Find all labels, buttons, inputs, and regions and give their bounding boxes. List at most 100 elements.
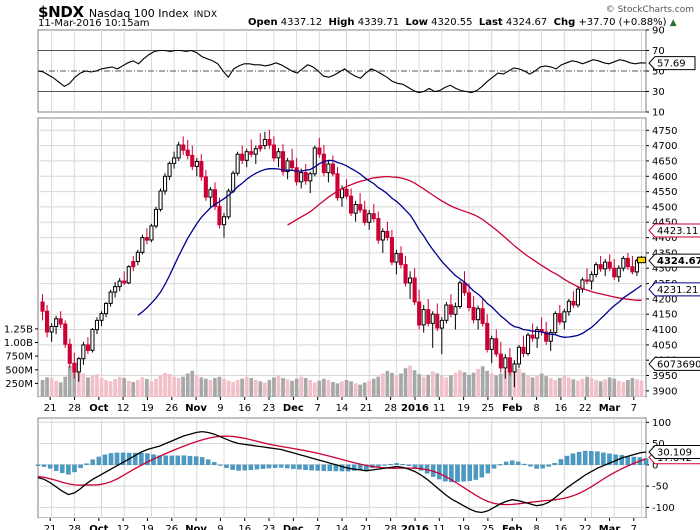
volume-bar (607, 377, 612, 397)
volume-bar (576, 380, 580, 397)
macd-histogram-bar (534, 464, 539, 469)
candle-body (140, 237, 145, 253)
candle-body (439, 319, 444, 329)
x-axis-tick-label: Feb (502, 403, 522, 414)
macd-histogram-bar (66, 464, 71, 475)
candle-body (226, 190, 231, 218)
volume-bar (557, 378, 562, 397)
open-label: Open (248, 17, 278, 28)
macd-histogram-bar (570, 453, 576, 465)
x-axis-tick-label: 16 (238, 524, 251, 530)
candle-body (603, 261, 608, 270)
candle-body (562, 311, 567, 323)
symbol-name: Nasdaq 100 Index (88, 7, 189, 20)
candle-body (317, 147, 322, 155)
macd-histogram-bar (455, 464, 460, 482)
x-axis-tick-label: 21 (360, 403, 373, 414)
rsi-axis-tick-label: 90 (652, 26, 665, 37)
candle-body (321, 153, 326, 174)
volume-bar (535, 375, 539, 397)
volume-bar (199, 377, 204, 397)
volume-bar (276, 375, 281, 397)
candle-body (81, 344, 86, 360)
macd-line (37, 430, 647, 514)
candle-body (308, 173, 313, 182)
chg-label: Chg (553, 17, 576, 28)
candle-body (126, 266, 131, 284)
volume-bar (167, 374, 172, 397)
macd-histogram-bar (84, 463, 89, 465)
candle-body (367, 213, 372, 223)
volume-bar (312, 382, 317, 397)
x-axis-tick-label: 9 (217, 403, 223, 414)
x-axis-band (38, 518, 646, 525)
macd-histogram-bar (114, 452, 120, 465)
candle-body (276, 151, 281, 159)
last-price-value-box-text: 4324.67 (657, 256, 700, 267)
candle-body (312, 147, 317, 175)
candle-body (172, 157, 177, 164)
macd-histogram-bar (108, 453, 114, 465)
volume-bar (45, 377, 49, 397)
volume-bar (381, 373, 385, 397)
macd-histogram-bar (503, 461, 509, 465)
x-axis-tick-label: 25 (482, 403, 495, 414)
chart-title: $NDX Nasdaq 100 Index INDX (38, 2, 217, 21)
candle-body (634, 260, 640, 273)
volume-bar (113, 379, 117, 397)
volume-bar (122, 378, 126, 397)
macd-histogram-bar (601, 452, 606, 465)
candle-body (512, 363, 517, 373)
macd-histogram-bar (145, 453, 150, 465)
volume-bar (194, 374, 199, 397)
x-axis-tick-label: 19 (457, 524, 470, 530)
candle-body (408, 277, 413, 284)
x-axis-tick-label: 19 (457, 403, 470, 414)
candle-body (585, 279, 590, 282)
macd-histogram-bar (163, 455, 168, 465)
volume-bar (172, 376, 176, 397)
candle-body (453, 306, 458, 315)
price-axis-tick-label: 4550 (652, 187, 677, 198)
candle-body (303, 172, 308, 182)
candle-body (135, 251, 140, 263)
ma50-value-box-text: 4231.21 (657, 285, 698, 296)
candle-body (212, 189, 217, 207)
volume-bar (394, 375, 399, 397)
macd-histogram-bar (595, 451, 600, 465)
volume-bar (108, 381, 113, 397)
price-axis-tick-label: 3950 (652, 371, 677, 382)
volume-bar (544, 376, 548, 397)
candle-body (294, 167, 299, 183)
volume-bar (308, 380, 313, 397)
macd-histogram-bar (181, 455, 187, 465)
rsi-axis-tick-label: 50 (652, 67, 665, 78)
candle-body (557, 313, 562, 323)
volume-bar (340, 381, 344, 397)
volume-bar (421, 376, 426, 397)
macd-histogram-bar (102, 454, 108, 465)
volume-bar (231, 382, 235, 397)
x-axis-tick-label: 7 (314, 524, 320, 530)
candle-body (480, 308, 485, 324)
macd-histogram-bar (205, 459, 211, 465)
candle-body (117, 280, 122, 288)
volume-bar (335, 383, 340, 397)
rsi-line (37, 49, 647, 94)
candle-body (571, 300, 576, 306)
rsi-axis-tick-label: 30 (652, 87, 665, 98)
volume-value-box: 6073690 (648, 356, 700, 371)
candle-body (335, 173, 340, 199)
x-axis-tick-label: Dec (283, 403, 304, 414)
macd-histogram-bar (485, 464, 491, 474)
candle-body (594, 264, 599, 275)
candle-body (448, 304, 453, 315)
volume-bar (63, 376, 68, 397)
macd-histogram-bar (224, 464, 229, 468)
candle-body (598, 264, 603, 270)
volume-bar (440, 375, 444, 397)
candle-body (589, 273, 594, 282)
volume-bar (367, 380, 372, 397)
macd-histogram-bar (589, 451, 594, 465)
x-axis-tick-label: 26 (165, 403, 178, 414)
